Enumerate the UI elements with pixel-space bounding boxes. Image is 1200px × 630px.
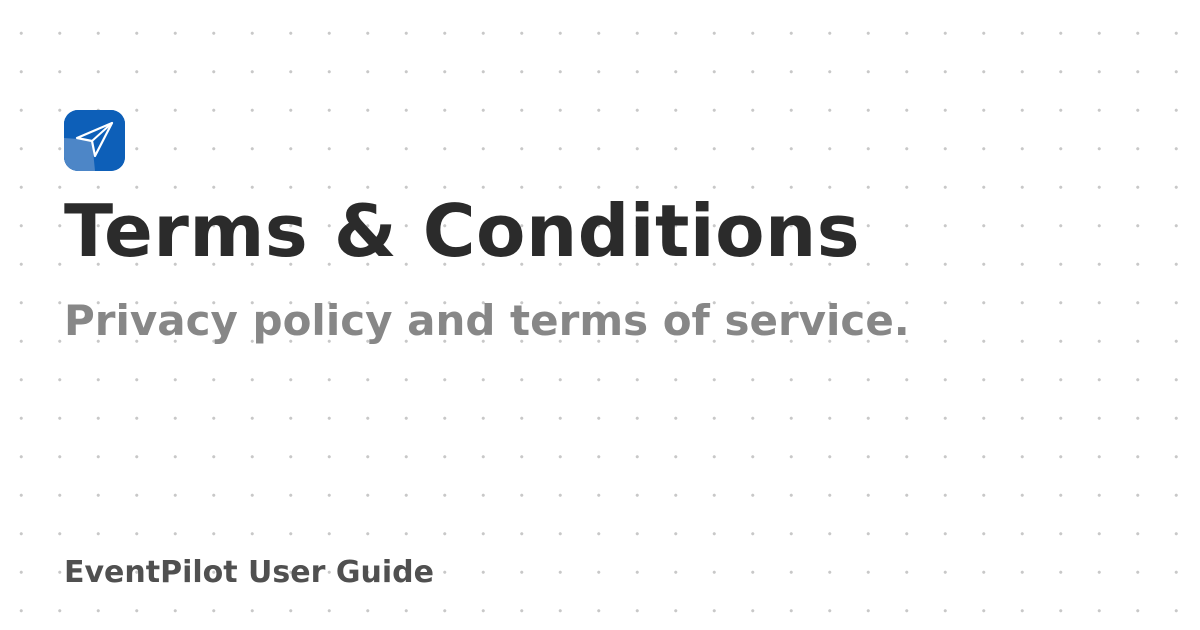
page-subtitle: Privacy policy and terms of service. [64,296,910,345]
page-title: Terms & Conditions [64,189,861,273]
site-name: EventPilot User Guide [64,555,434,590]
app-logo [64,110,125,171]
paper-plane-icon [64,110,125,171]
